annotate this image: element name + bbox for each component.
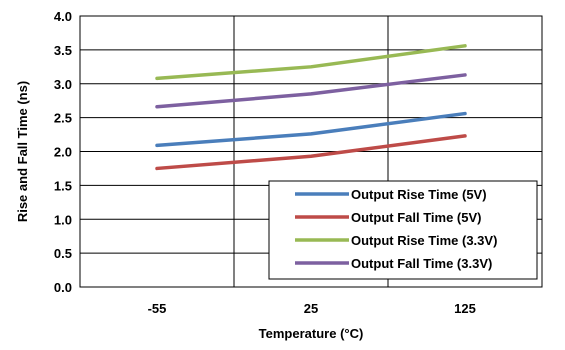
y-tick-label: 3.5: [54, 43, 72, 58]
y-tick-label: 2.5: [54, 111, 72, 126]
y-tick-label: 1.5: [54, 178, 72, 193]
legend: Output Rise Time (5V) Output Fall Time (5…: [268, 180, 538, 280]
x-tick-label: -55: [148, 301, 167, 316]
y-tick-label: 1.0: [54, 212, 72, 227]
series-line-1: [155, 134, 467, 171]
series-lines: [155, 44, 467, 171]
legend-label: Output Fall Time (5V): [351, 210, 482, 225]
series-line-0: [155, 111, 467, 148]
y-tick-label: 3.0: [54, 77, 72, 92]
y-tick-label: 4.0: [54, 9, 72, 24]
x-axis: -55 25 125: [148, 301, 476, 316]
y-tick-label: 0.0: [54, 280, 72, 295]
x-axis-title: Temperature (°C): [259, 326, 364, 341]
y-tick-label: 2.0: [54, 145, 72, 160]
x-tick-label: 25: [304, 301, 318, 316]
y-axis: 0.0 0.5 1.0 1.5 2.0 2.5 3.0 3.5 4.0: [54, 9, 72, 295]
x-tick-label: 125: [454, 301, 476, 316]
y-tick-label: 0.5: [54, 246, 72, 261]
series-line-2: [155, 44, 467, 81]
legend-label: Output Rise Time (3.3V): [351, 233, 497, 248]
series-line-3: [155, 73, 467, 109]
plot-area: [79, 15, 543, 288]
y-axis-title: Rise and Fall Time (ns): [15, 81, 30, 222]
legend-label: Output Fall Time (3.3V): [351, 256, 492, 271]
legend-label: Output Rise Time (5V): [351, 187, 487, 202]
